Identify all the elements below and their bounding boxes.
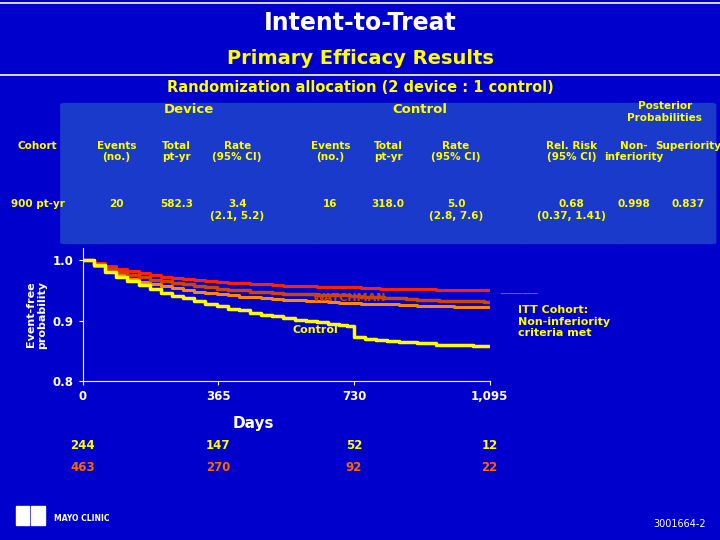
Text: 22: 22	[482, 461, 498, 474]
Text: 318.0: 318.0	[372, 199, 405, 209]
Bar	[16, 506, 29, 525]
Text: Posterior
Probabilities: Posterior Probabilities	[627, 102, 702, 123]
Text: ITT Cohort:
Non-inferiority
criteria met: ITT Cohort: Non-inferiority criteria met	[518, 305, 611, 338]
Text: Intent-to-Treat: Intent-to-Treat	[264, 11, 456, 36]
Text: 0.837: 0.837	[672, 199, 705, 209]
Text: Randomization allocation (2 device : 1 control): Randomization allocation (2 device : 1 c…	[166, 80, 554, 95]
FancyBboxPatch shape	[310, 103, 529, 244]
Text: Control: Control	[392, 103, 447, 116]
Text: 582.3: 582.3	[160, 199, 193, 209]
Text: WATCHMAN: WATCHMAN	[313, 293, 387, 303]
Text: Control: Control	[293, 325, 338, 335]
Text: 20: 20	[109, 199, 124, 209]
Text: Total
pt-yr: Total pt-yr	[162, 141, 191, 163]
Text: Rate
(95% CI): Rate (95% CI)	[212, 141, 262, 163]
Y-axis label: Event-free
probability: Event-free probability	[26, 281, 48, 348]
Text: Events
(no.): Events (no.)	[96, 141, 136, 163]
Text: ─────: ─────	[500, 288, 538, 301]
Text: Days: Days	[233, 416, 274, 431]
Text: MAYO CLINIC: MAYO CLINIC	[54, 514, 109, 523]
Text: 92: 92	[346, 461, 362, 474]
Text: 5.0
(2.8, 7.6): 5.0 (2.8, 7.6)	[429, 199, 483, 221]
Text: Device: Device	[164, 103, 215, 116]
Text: Rate
(95% CI): Rate (95% CI)	[431, 141, 481, 163]
Text: 3001664-2: 3001664-2	[653, 519, 706, 529]
Text: 0.998: 0.998	[617, 199, 650, 209]
Text: Primary Efficacy Results: Primary Efficacy Results	[227, 49, 493, 68]
Text: 0.68
(0.37, 1.41): 0.68 (0.37, 1.41)	[537, 199, 606, 221]
Text: Events
(no.): Events (no.)	[310, 141, 350, 163]
FancyBboxPatch shape	[60, 103, 318, 244]
FancyBboxPatch shape	[614, 103, 716, 244]
Text: Non-
inferiority: Non- inferiority	[604, 141, 663, 163]
Text: 147: 147	[206, 439, 230, 452]
Text: 270: 270	[206, 461, 230, 474]
Text: 12: 12	[482, 439, 498, 452]
Text: 244: 244	[71, 439, 95, 452]
Bar	[30, 506, 45, 525]
Text: Superiority: Superiority	[655, 141, 720, 151]
Text: Rel. Risk
(95% CI): Rel. Risk (95% CI)	[546, 141, 598, 163]
Text: 900 pt-yr: 900 pt-yr	[11, 199, 65, 209]
Text: 463: 463	[71, 461, 95, 474]
Text: Cohort: Cohort	[18, 141, 58, 151]
Text: 3.4
(2.1, 5.2): 3.4 (2.1, 5.2)	[210, 199, 264, 221]
FancyBboxPatch shape	[522, 103, 621, 244]
Text: 52: 52	[346, 439, 362, 452]
Text: Total
pt-yr: Total pt-yr	[374, 141, 402, 163]
Text: 16: 16	[323, 199, 338, 209]
